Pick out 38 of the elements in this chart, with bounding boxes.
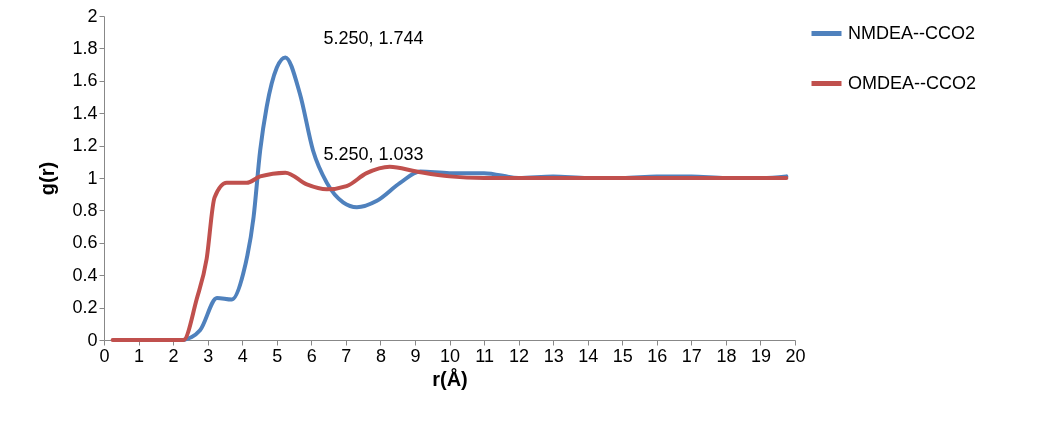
x-tick-label: 7 — [341, 345, 352, 366]
y-tick-label: 0.2 — [72, 297, 98, 318]
y-tick-label: 0.6 — [72, 232, 98, 253]
x-tick-label: 14 — [578, 345, 599, 366]
legend-label: NMDEA--CCO2 — [848, 22, 976, 43]
x-tick-label: 12 — [509, 345, 530, 366]
annotation: 5.250, 1.744 — [323, 28, 424, 49]
annotation: 5.250, 1.033 — [323, 143, 424, 164]
x-axis-title: r(Å) — [432, 366, 468, 390]
x-tick-label: 20 — [785, 345, 806, 366]
x-tick-label: 9 — [410, 345, 421, 366]
x-tick-label: 17 — [681, 345, 702, 366]
x-tick-label: 8 — [375, 345, 386, 366]
x-tick-label: 10 — [439, 345, 461, 366]
x-tick-label: 11 — [475, 345, 494, 366]
x-tick-label: 2 — [168, 345, 179, 366]
x-tick-label: 19 — [750, 345, 771, 366]
x-tick-label: 1 — [134, 345, 145, 366]
y-tick-label: 0 — [87, 329, 98, 350]
y-tick-label: 0.4 — [72, 264, 98, 285]
y-tick-label: 1.6 — [72, 70, 98, 91]
x-tick-label: 15 — [612, 345, 633, 366]
x-tick-label: 4 — [237, 345, 248, 366]
y-tick-label: 1.2 — [72, 135, 98, 156]
y-tick-label: 2 — [87, 5, 98, 26]
legend-label: OMDEA--CCO2 — [848, 72, 977, 93]
x-tick-label: 3 — [203, 345, 214, 366]
y-tick-label: 1.4 — [72, 102, 98, 123]
x-tick-label: 16 — [647, 345, 668, 366]
y-tick-label: 1 — [87, 167, 98, 188]
y-axis-title: g(r) — [36, 161, 59, 196]
x-tick-label: 18 — [716, 345, 737, 366]
y-tick-label: 0.8 — [72, 199, 98, 220]
x-tick-label: 6 — [306, 345, 317, 366]
y-tick-label: 1.8 — [72, 37, 98, 58]
line-series — [110, 164, 789, 342]
x-tick-label: 5 — [272, 345, 283, 366]
x-tick-label: 13 — [543, 345, 564, 366]
